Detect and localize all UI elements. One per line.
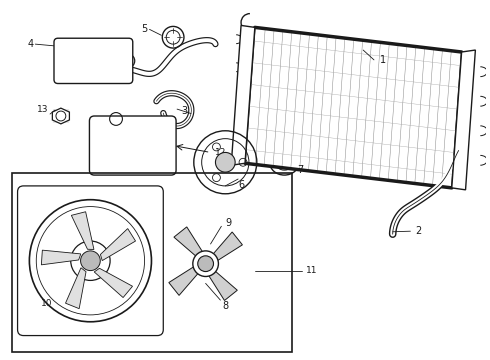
Text: 6: 6 xyxy=(238,180,244,190)
Polygon shape xyxy=(52,108,70,124)
Polygon shape xyxy=(212,232,243,262)
Polygon shape xyxy=(41,250,81,265)
Text: 9: 9 xyxy=(225,218,231,228)
Text: 10: 10 xyxy=(41,298,53,307)
Text: 11: 11 xyxy=(306,266,318,275)
Polygon shape xyxy=(169,265,200,296)
Bar xyxy=(12,173,292,352)
Polygon shape xyxy=(245,27,462,188)
Text: 3: 3 xyxy=(181,106,187,116)
Text: 13: 13 xyxy=(37,105,49,114)
Polygon shape xyxy=(207,270,237,301)
Polygon shape xyxy=(100,229,136,261)
Text: 7: 7 xyxy=(297,165,303,175)
Text: 4: 4 xyxy=(27,39,33,49)
FancyBboxPatch shape xyxy=(18,186,163,336)
Text: 2: 2 xyxy=(416,226,421,236)
Text: 12: 12 xyxy=(215,148,226,157)
Polygon shape xyxy=(174,227,204,258)
Circle shape xyxy=(216,152,235,172)
Circle shape xyxy=(80,251,100,271)
Text: 8: 8 xyxy=(222,301,228,311)
Text: 5: 5 xyxy=(142,24,148,34)
FancyBboxPatch shape xyxy=(54,38,133,84)
FancyBboxPatch shape xyxy=(90,116,176,175)
Polygon shape xyxy=(231,26,255,165)
Polygon shape xyxy=(72,212,94,249)
Polygon shape xyxy=(94,268,132,298)
Circle shape xyxy=(193,251,219,276)
Polygon shape xyxy=(452,50,475,190)
Text: 1: 1 xyxy=(380,55,386,65)
Circle shape xyxy=(198,256,214,271)
Polygon shape xyxy=(66,268,86,309)
